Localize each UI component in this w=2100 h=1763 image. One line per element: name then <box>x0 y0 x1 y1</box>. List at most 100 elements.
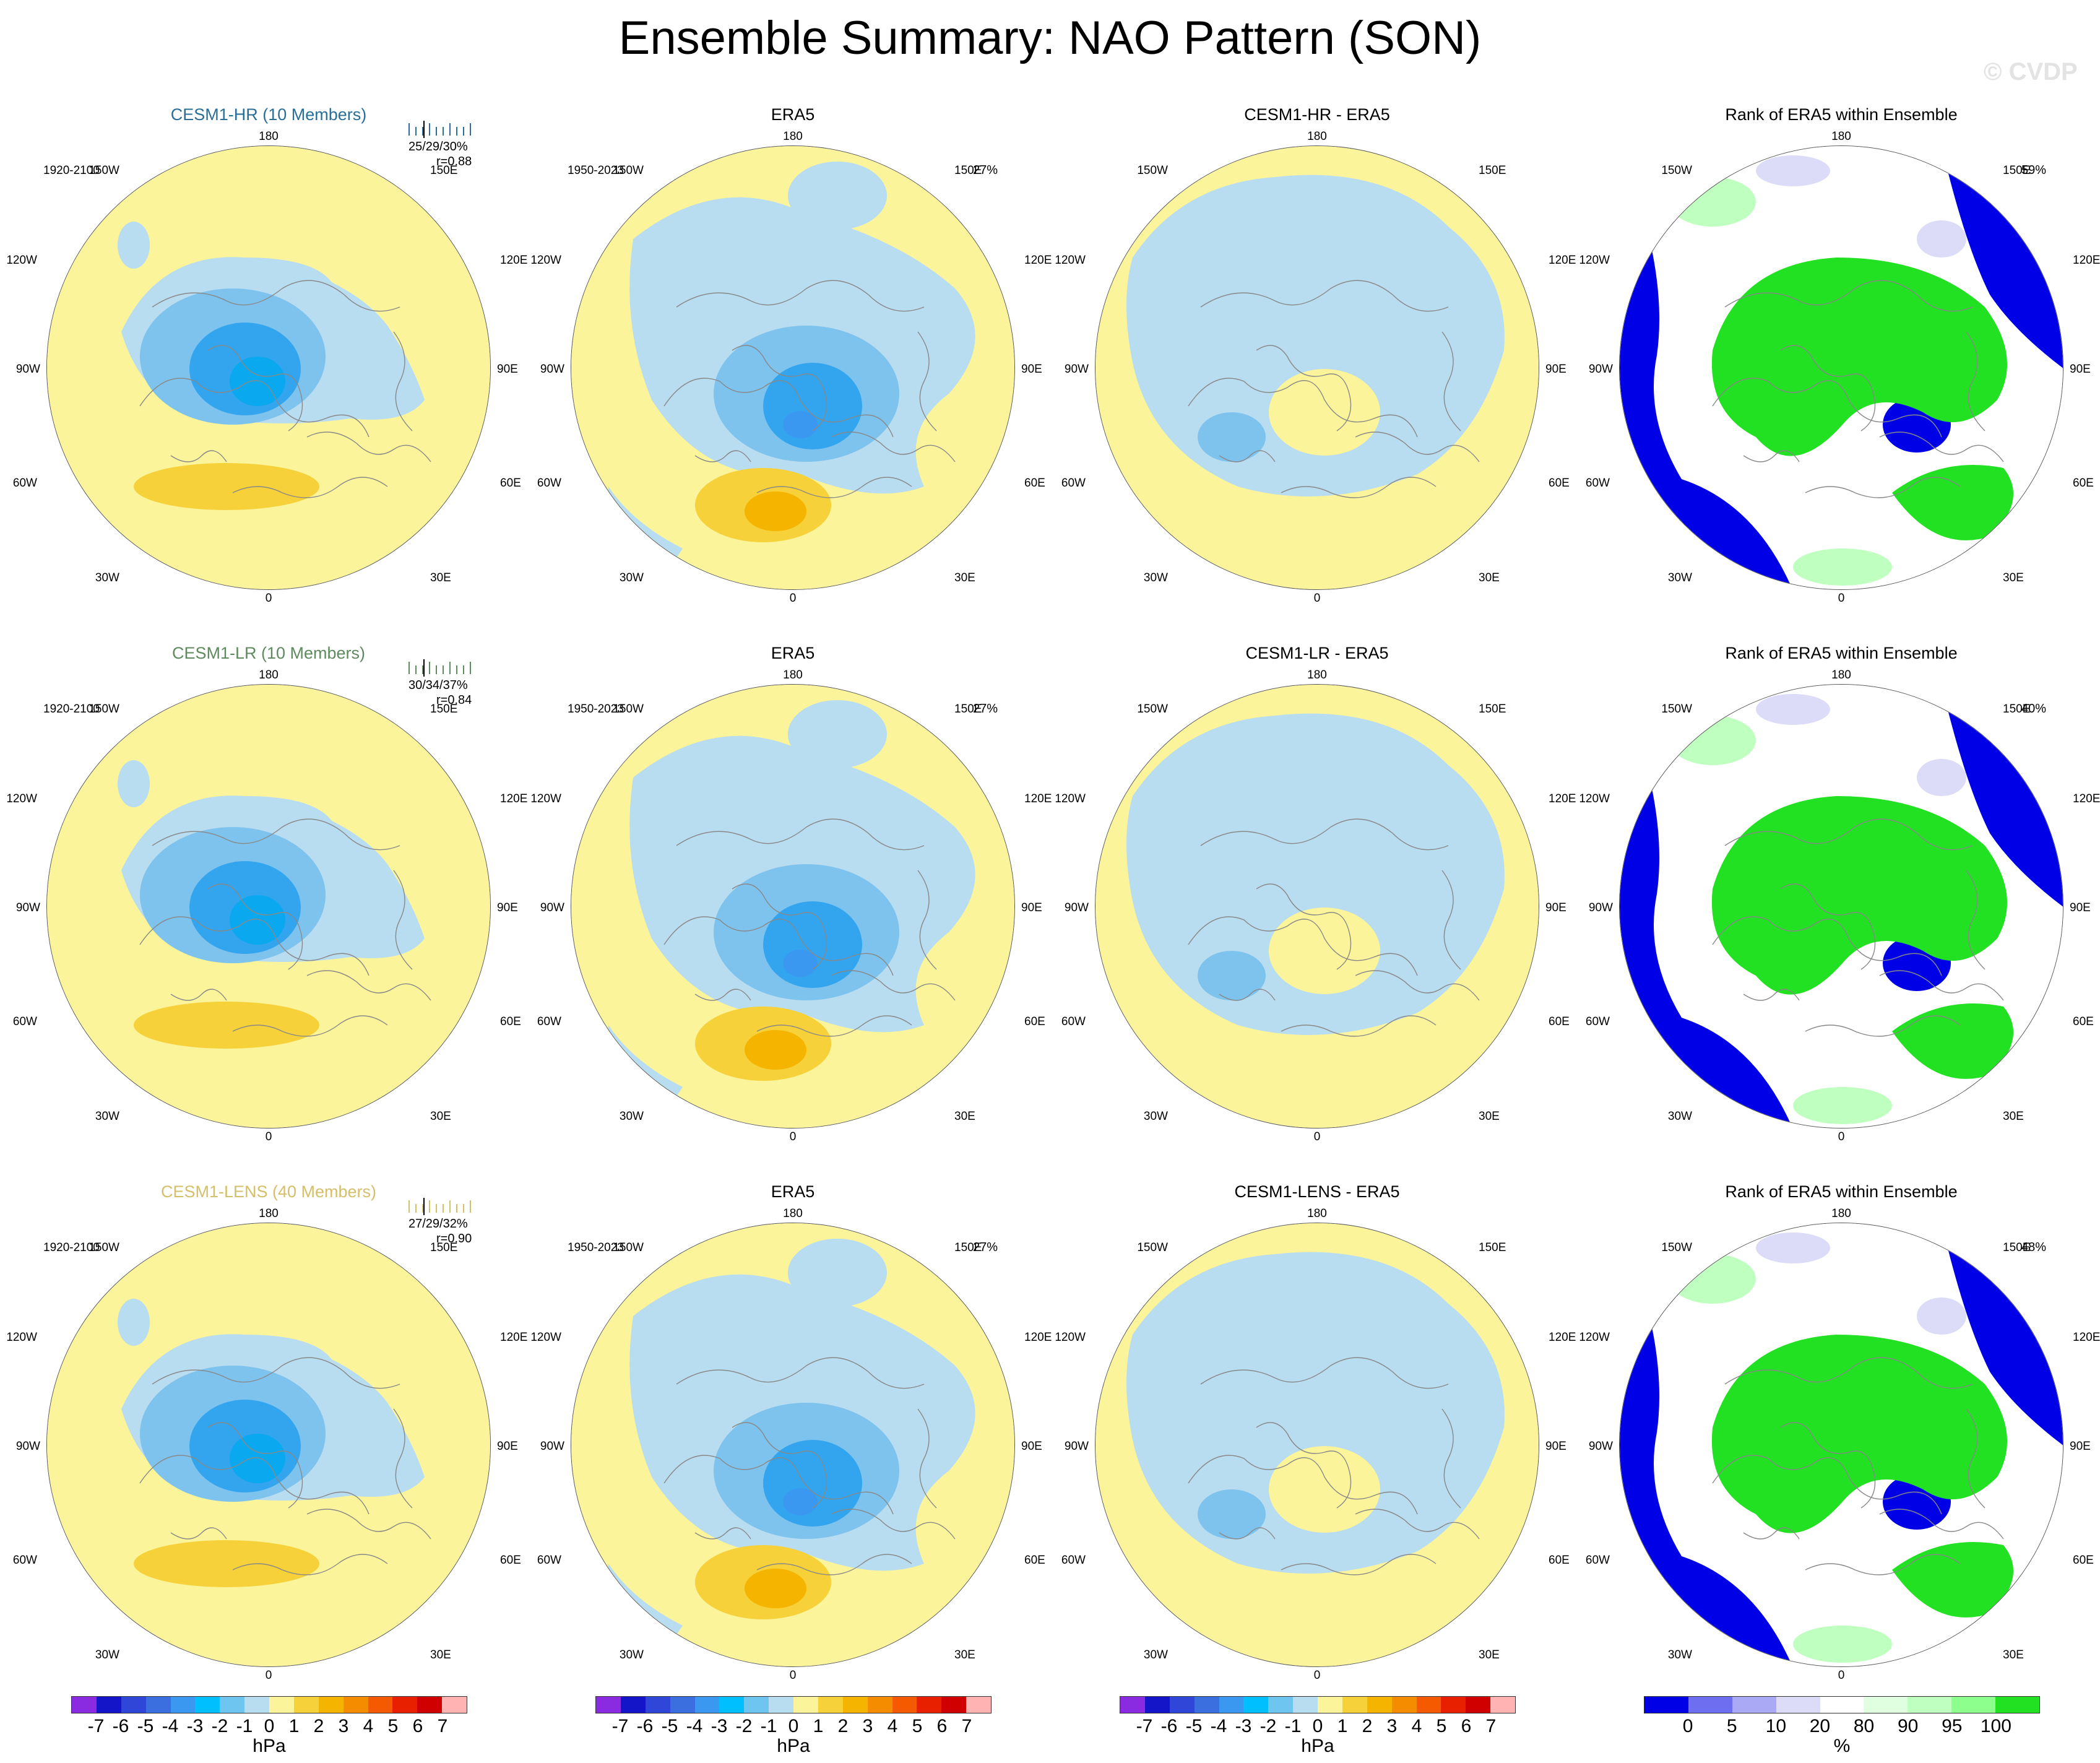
lon-label-ul: 150W <box>1661 164 1692 177</box>
rank-polar-map <box>1619 145 2063 590</box>
colorbar-swatch <box>318 1697 344 1713</box>
lon-label-l2: 120W <box>1579 254 1610 267</box>
lon-label-r2: 120E <box>1549 254 1576 267</box>
lon-label-bl: 30W <box>619 1110 644 1123</box>
colorbar-tick-label: 0 <box>264 1716 275 1736</box>
lon-label-l2: 120W <box>530 792 561 805</box>
colorbar-swatch <box>966 1697 991 1713</box>
lon-label-r2: 120E <box>2073 792 2100 805</box>
colorbar-tick-label: 2 <box>1362 1716 1373 1736</box>
lon-label-l2: 120W <box>1055 1331 1086 1344</box>
lon-label-bl: 30W <box>95 1110 119 1123</box>
colorbar-swatch <box>343 1697 368 1713</box>
lon-label-top: 180 <box>1307 130 1327 143</box>
colorbar-swatch <box>645 1697 670 1713</box>
model-polar-map <box>46 1223 491 1667</box>
lon-label-r3: 90E <box>1545 363 1566 376</box>
lon-label-l2: 120W <box>530 254 561 267</box>
figure-title: Ensemble Summary: NAO Pattern (SON) <box>618 12 1482 64</box>
rank-polar-map <box>1619 684 2063 1128</box>
colorbar-swatch <box>1194 1697 1219 1713</box>
lon-label-bottom: 0 <box>1838 1130 1845 1143</box>
colorbar-swatch <box>694 1697 720 1713</box>
lon-label-ul: 150W <box>89 164 119 177</box>
lon-label-l2: 120W <box>6 254 37 267</box>
lon-label-bl: 30W <box>1143 1648 1168 1661</box>
colorbar-tick-label: -3 <box>1235 1716 1252 1736</box>
model-panel-title: CESM1-LR (10 Members) <box>171 644 366 662</box>
colorbar-tick-label: -5 <box>137 1716 154 1736</box>
cvdp-watermark: © CVDP <box>1984 58 2078 85</box>
lon-label-l4: 60W <box>1585 1015 1610 1028</box>
colorbar-swatch <box>1732 1697 1776 1713</box>
lon-label-l4: 60W <box>1585 477 1610 490</box>
lon-label-bl: 30W <box>1667 1110 1692 1123</box>
lon-label-r4: 60E <box>500 1015 521 1028</box>
model-polar-map <box>46 145 491 590</box>
years-label: 1950-2023 <box>568 1241 624 1254</box>
colorbar-swatch <box>1318 1697 1342 1713</box>
lon-label-l3: 90W <box>1064 901 1089 914</box>
lon-label-ul: 150W <box>1661 703 1692 716</box>
lon-label-ul: 150W <box>89 1241 119 1254</box>
colorbar-swatch <box>596 1697 621 1713</box>
years-label: 1920-2100 <box>43 703 100 716</box>
pattern-stats: 27/29/32% <box>408 1217 468 1231</box>
lon-label-ur: 150E <box>1479 1241 1506 1254</box>
colorbar-swatch <box>170 1697 196 1713</box>
lon-label-l3: 90W <box>540 1440 564 1453</box>
colorbar-swatch <box>1490 1697 1515 1713</box>
lon-label-l4: 60W <box>1585 1554 1610 1567</box>
lon-label-bottom: 0 <box>1838 1669 1845 1682</box>
colorbar-tick-label: 7 <box>1485 1716 1497 1736</box>
lon-label-bottom: 0 <box>1838 592 1845 605</box>
lon-label-ur: 150E <box>954 1241 982 1254</box>
colorbar-tick-label: 3 <box>338 1716 349 1736</box>
diff-polar-map <box>1095 684 1539 1128</box>
lon-label-r4: 60E <box>1024 1554 1045 1567</box>
lon-label-r2: 120E <box>2073 254 2100 267</box>
rank-polar-map <box>1619 1223 2063 1667</box>
lon-label-ur: 150E <box>954 164 982 177</box>
lon-label-bl: 30W <box>1143 1110 1168 1123</box>
lon-label-br: 30E <box>954 1110 975 1123</box>
lon-label-r4: 60E <box>2073 477 2094 490</box>
colorbar-swatch <box>72 1697 97 1713</box>
colorbar-tick-label: 7 <box>437 1716 448 1736</box>
lon-label-r2: 120E <box>500 792 528 805</box>
colorbar-swatch <box>1169 1697 1195 1713</box>
lon-label-top: 180 <box>1831 669 1851 682</box>
colorbar-tick-label: 20 <box>1809 1716 1831 1736</box>
variance-percent: 27% <box>973 163 998 177</box>
lon-label-r2: 120E <box>1549 792 1576 805</box>
lon-label-r3: 90E <box>1021 1440 1042 1453</box>
colorbar-swatch <box>1293 1697 1318 1713</box>
lon-label-r4: 60E <box>1549 477 1570 490</box>
lon-label-ur: 150E <box>1479 703 1506 716</box>
lon-label-ur: 150E <box>430 164 458 177</box>
lon-label-l3: 90W <box>15 901 40 914</box>
obs-polar-map <box>571 684 1015 1128</box>
colorbar-swatch <box>145 1697 171 1713</box>
lon-label-l2: 120W <box>1055 254 1086 267</box>
lon-label-ul: 150W <box>1137 164 1168 177</box>
colorbar-swatch <box>293 1697 319 1713</box>
lon-label-ul: 150W <box>613 703 644 716</box>
colorbar-swatch <box>1820 1697 1864 1713</box>
lon-label-r3: 90E <box>1545 901 1566 914</box>
lon-label-l3: 90W <box>540 901 564 914</box>
colorbar-tick-label: -6 <box>112 1716 129 1736</box>
obs-panel-title: ERA5 <box>771 1182 815 1201</box>
years-label: 1920-2100 <box>43 164 100 177</box>
colorbar-unit: hPa <box>777 1736 810 1756</box>
lon-label-bottom: 0 <box>265 1669 272 1682</box>
colorbar-swatch <box>195 1697 220 1713</box>
colorbar-tick-label: 0 <box>788 1716 799 1736</box>
colorbar-swatch <box>744 1697 769 1713</box>
lon-label-br: 30E <box>2003 1110 2024 1123</box>
lon-label-ur: 150E <box>430 703 458 716</box>
years-label: 1920-2100 <box>43 1241 100 1254</box>
diff-panel-title: CESM1-LENS - ERA5 <box>1234 1182 1400 1201</box>
colorbar-tick-label: -2 <box>211 1716 228 1736</box>
lon-label-bottom: 0 <box>1313 592 1321 605</box>
